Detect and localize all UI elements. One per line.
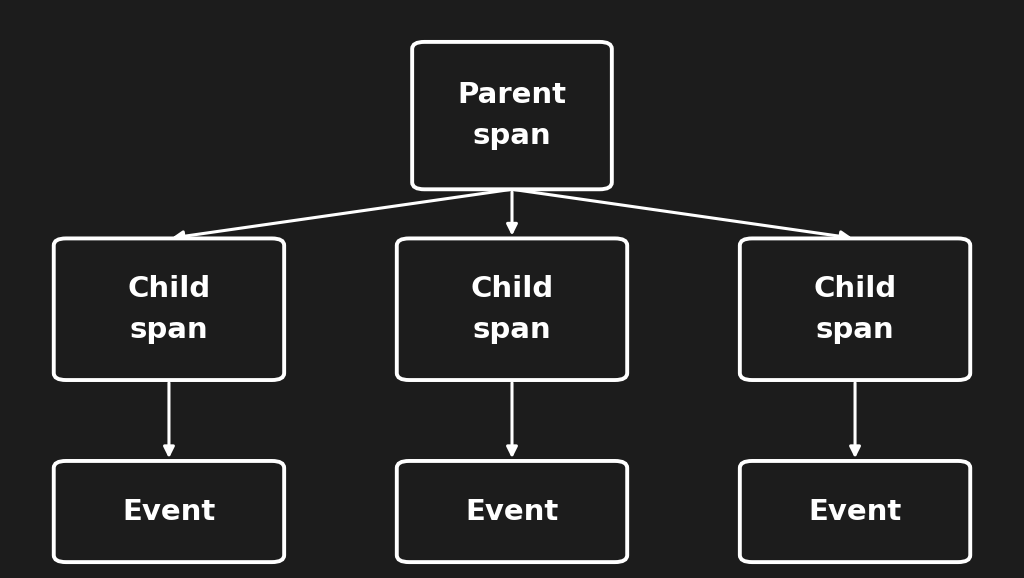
Text: Parent
span: Parent span [458,81,566,150]
FancyBboxPatch shape [397,238,627,380]
Text: Event: Event [808,498,902,525]
Text: Child
span: Child span [813,275,897,344]
FancyBboxPatch shape [739,238,970,380]
FancyBboxPatch shape [54,238,285,380]
Text: Child
span: Child span [470,275,554,344]
Text: Event: Event [465,498,559,525]
FancyBboxPatch shape [739,461,970,562]
FancyBboxPatch shape [412,42,611,189]
Text: Event: Event [122,498,216,525]
Text: Child
span: Child span [127,275,211,344]
FancyBboxPatch shape [397,461,627,562]
FancyBboxPatch shape [54,461,285,562]
